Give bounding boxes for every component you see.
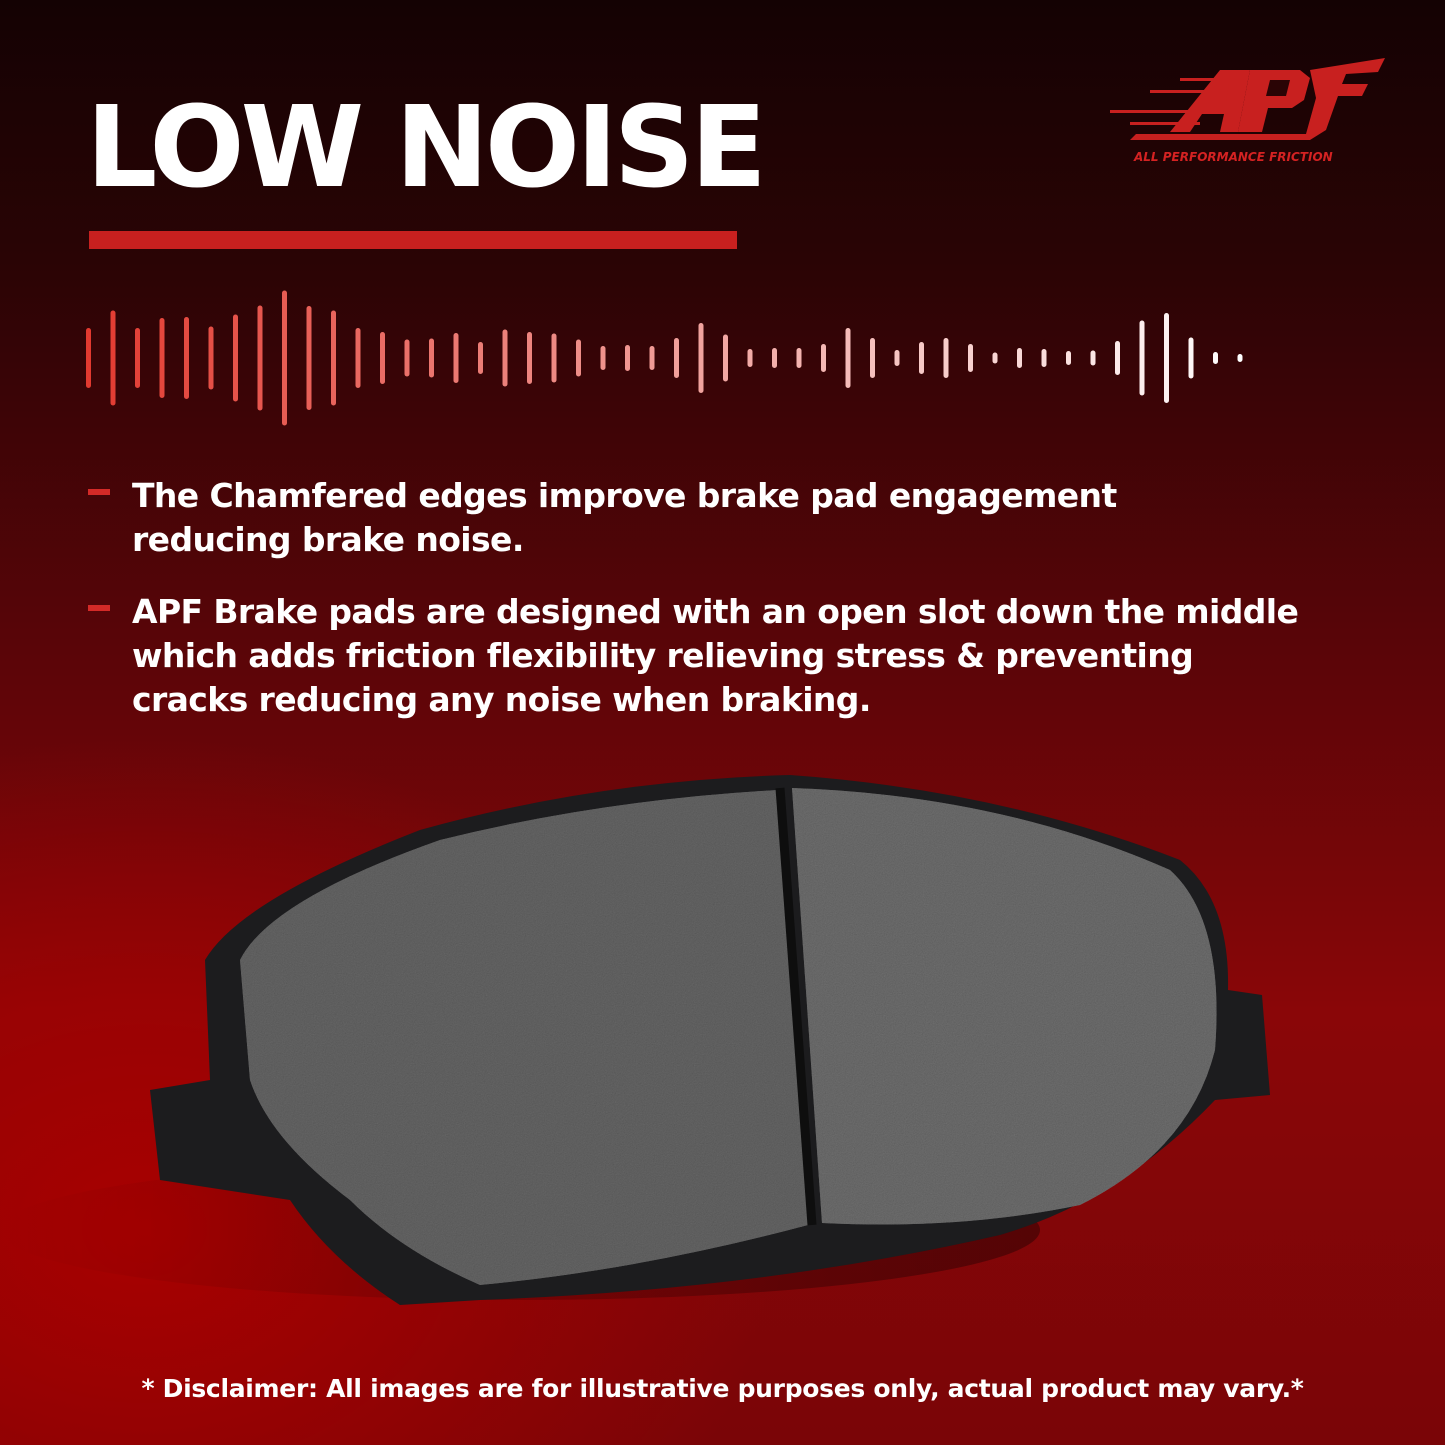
wave-bar (698, 323, 704, 393)
brake-pad-image (0, 775, 1270, 1305)
feature-item: APF Brake pads are designed with an open… (88, 590, 1299, 722)
title-underline (89, 231, 737, 249)
wave-bar (968, 344, 973, 372)
wave-bar (86, 328, 91, 388)
bullet-dash (88, 489, 110, 495)
wave-bar (184, 317, 189, 399)
disclaimer-text: * Disclaimer: All images are for illustr… (141, 1374, 1304, 1403)
wave-bar (674, 338, 679, 378)
wave-bar (1041, 349, 1047, 367)
wave-bar (306, 306, 312, 410)
wave-bar (551, 333, 557, 383)
wave-bar (453, 333, 459, 383)
sound-wave-icon (86, 290, 1243, 426)
wave-bar (1115, 341, 1120, 375)
wave-bar (796, 348, 802, 368)
pad-center-slot (775, 787, 817, 1226)
wave-bar (208, 326, 214, 390)
wave-bar (1066, 351, 1071, 365)
wave-bar (1164, 313, 1169, 403)
wave-bar (110, 310, 116, 406)
wave-bar (600, 346, 606, 370)
wave-bar (576, 339, 581, 377)
feature-text: APF Brake pads are designed with an open… (132, 592, 1299, 719)
wave-bar (331, 310, 336, 406)
wave-bar (992, 352, 998, 364)
wave-bar (429, 338, 434, 378)
feature-text: The Chamfered edges improve brake pad en… (132, 476, 1117, 559)
wave-bar (1090, 350, 1096, 366)
wave-bar (625, 345, 630, 371)
wave-bar (355, 328, 361, 388)
wave-bar (135, 328, 140, 388)
wave-bar (821, 344, 826, 372)
feature-item: The Chamfered edges improve brake pad en… (88, 474, 1117, 562)
apf-logo-mark (1110, 58, 1385, 140)
wave-bar (1188, 337, 1194, 379)
wave-bar (845, 328, 851, 388)
wave-bar (772, 348, 777, 368)
wave-bar (870, 338, 875, 378)
wave-bar (233, 314, 238, 402)
wave-bar (527, 332, 532, 384)
wave-bar (159, 318, 165, 398)
pad-friction-right (792, 788, 1217, 1225)
bullet-dash (88, 605, 110, 611)
pad-friction-left (240, 790, 808, 1285)
wave-bar (1237, 354, 1243, 362)
wave-bar (404, 339, 410, 377)
wave-bar (380, 332, 385, 384)
wave-bar (894, 350, 900, 366)
wave-bar (723, 334, 728, 382)
wave-bar (649, 346, 655, 370)
wave-bar (943, 338, 949, 378)
wave-bar (478, 342, 483, 374)
wave-bar (1139, 320, 1145, 396)
wave-bar (919, 342, 924, 374)
wave-bar (502, 329, 508, 387)
wave-bar (282, 290, 287, 426)
wave-bar (747, 349, 753, 367)
wave-bar (1017, 348, 1022, 368)
page-title: LOW NOISE (86, 83, 767, 213)
wave-bar (1213, 352, 1218, 364)
wave-bar (257, 305, 263, 411)
logo-tagline: ALL PERFORMANCE FRICTION (1134, 150, 1333, 164)
